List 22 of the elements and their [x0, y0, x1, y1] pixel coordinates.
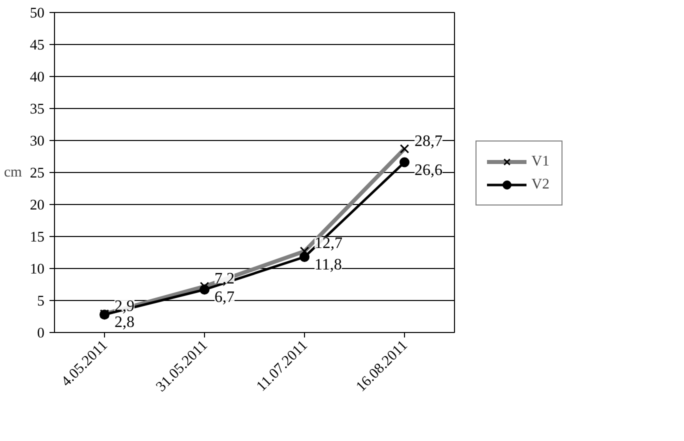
- y-tick-label: 0: [37, 326, 44, 342]
- legend-label: V1: [532, 153, 550, 170]
- y-axis-title: cm: [4, 164, 22, 180]
- y-tick-label: 5: [37, 294, 44, 310]
- data-label: 26,6: [414, 162, 442, 179]
- data-label: 2,8: [114, 314, 134, 332]
- data-label: 6,7: [214, 289, 234, 306]
- y-tick-label: 10: [30, 262, 44, 278]
- data-label: 2,9: [114, 298, 134, 315]
- y-tick-label: 40: [30, 70, 44, 86]
- legend-label: V2: [532, 176, 550, 193]
- y-tick-label: 50: [30, 6, 44, 22]
- data-label: 7,2: [214, 270, 234, 288]
- y-tick-label: 25: [30, 166, 44, 182]
- y-tick-label: 45: [30, 38, 44, 54]
- data-label: 12,7: [314, 235, 342, 252]
- y-tick-label: 20: [30, 198, 44, 214]
- y-tick-label: 35: [30, 102, 44, 118]
- data-label: 28,7: [414, 132, 442, 150]
- y-tick-label: 15: [30, 230, 44, 246]
- y-tick-label: 30: [30, 134, 44, 150]
- data-label: 11,8: [314, 256, 342, 274]
